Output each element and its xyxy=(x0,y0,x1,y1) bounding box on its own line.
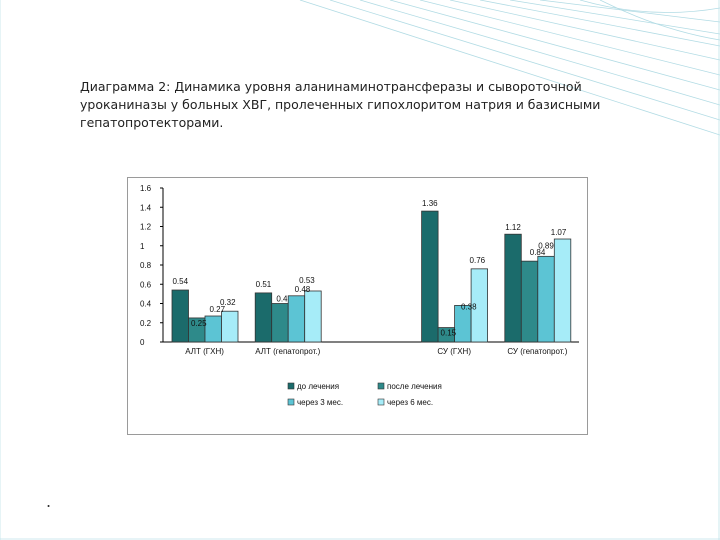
category-label: АЛТ (ГХН) xyxy=(185,347,224,356)
y-tick-label: 1.6 xyxy=(140,184,152,193)
bar xyxy=(537,255,555,343)
bar-chart: 0 0.2 0.4 0.6 0.8 1 1.2 1.4 1.6 0.54 0.51 1.36 1.12… xyxy=(140,184,579,417)
data-label: 0.25 xyxy=(191,319,207,328)
data-label: 1.07 xyxy=(551,228,567,237)
legend-swatch xyxy=(377,398,385,406)
legend-label: до лечения xyxy=(297,382,339,391)
bar xyxy=(470,268,489,343)
y-tick-label: 1 xyxy=(140,242,145,251)
legend xyxy=(288,383,458,417)
legend-swatch xyxy=(377,382,385,390)
data-label: 0.32 xyxy=(220,298,236,307)
data-label: 0.27 xyxy=(209,305,225,314)
bar xyxy=(553,238,572,343)
data-label: 1.12 xyxy=(505,223,521,232)
category-label: АЛТ (гепатопрот.) xyxy=(255,347,320,356)
y-tick-label: 1.4 xyxy=(140,203,152,212)
data-label: 0.4 xyxy=(276,295,288,304)
bar xyxy=(204,315,222,343)
bar xyxy=(254,292,273,343)
legend-label: после лечения xyxy=(387,382,442,391)
legend-label: через 6 мес. xyxy=(387,398,433,407)
category-label: СУ (гепатопрот.) xyxy=(507,347,567,356)
chart-frame: 0 0.2 0.4 0.6 0.8 1 1.2 1.4 1.6 0.54 0.51 1.36 1.12… xyxy=(127,177,588,435)
bar xyxy=(171,289,189,343)
legend-swatch xyxy=(287,382,295,390)
data-label: 0.15 xyxy=(441,329,457,338)
bar xyxy=(221,310,239,343)
data-label: 0.54 xyxy=(172,277,188,286)
bar xyxy=(287,295,306,343)
category-label: СУ (ГХН) xyxy=(437,347,471,356)
bar xyxy=(304,290,322,343)
y-tick-label: 1.2 xyxy=(140,223,152,232)
y-tick-label: 0.2 xyxy=(140,319,152,328)
bar xyxy=(271,303,289,343)
data-label: 0.76 xyxy=(470,256,486,265)
y-tick-label: 0.8 xyxy=(140,261,152,270)
data-label: 0.48 xyxy=(295,285,311,294)
chart-caption: Диаграмма 2: Динамика уровня аланинамино… xyxy=(80,79,601,130)
data-label: 1.36 xyxy=(422,199,438,208)
data-label: 0.38 xyxy=(461,302,477,311)
y-tick-label: 0 xyxy=(140,338,145,347)
y-tick-label: 0.6 xyxy=(140,280,152,289)
bar xyxy=(504,233,522,343)
data-label: 0.84 xyxy=(530,248,546,257)
legend-label: через 3 мес. xyxy=(297,398,343,407)
bar xyxy=(520,260,539,343)
bullet-mark: . xyxy=(46,492,52,511)
data-label: 0.51 xyxy=(256,280,272,289)
bar xyxy=(421,210,439,343)
legend-swatch xyxy=(287,398,295,406)
data-label: 0.89 xyxy=(538,241,554,250)
data-label: 0.53 xyxy=(299,276,315,285)
y-tick-label: 0.4 xyxy=(140,300,152,309)
